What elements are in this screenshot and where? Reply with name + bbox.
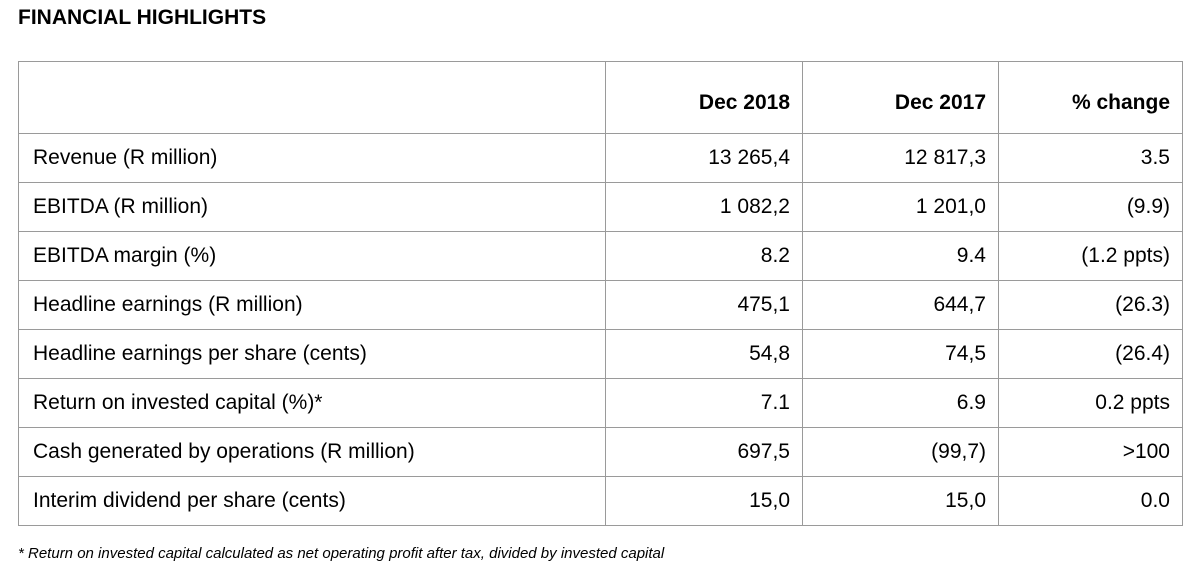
header-dec-2018: Dec 2018 xyxy=(605,61,803,134)
value-dec-2017: 6.9 xyxy=(802,378,999,428)
table-row: Return on invested capital (%)* 7.1 6.9 … xyxy=(18,378,1183,428)
value-change: (26.3) xyxy=(998,280,1183,330)
value-change: 0.2 ppts xyxy=(998,378,1183,428)
table-row: Headline earnings per share (cents) 54,8… xyxy=(18,329,1183,379)
row-label: Headline earnings per share (cents) xyxy=(18,329,606,379)
value-change: (1.2 ppts) xyxy=(998,231,1183,281)
table-header-row: Dec 2018 Dec 2017 % change xyxy=(18,61,1183,134)
value-change: >100 xyxy=(998,427,1183,477)
header-label-column xyxy=(18,61,606,134)
value-dec-2018: 54,8 xyxy=(605,329,803,379)
page-title: FINANCIAL HIGHLIGHTS xyxy=(18,6,267,29)
value-dec-2017: 1 201,0 xyxy=(802,182,999,232)
row-label: Headline earnings (R million) xyxy=(18,280,606,330)
table-row: EBITDA (R million) 1 082,2 1 201,0 (9.9) xyxy=(18,182,1183,232)
value-dec-2018: 13 265,4 xyxy=(605,133,803,183)
value-change: 3.5 xyxy=(998,133,1183,183)
financial-highlights-table: Dec 2018 Dec 2017 % change Revenue (R mi… xyxy=(18,61,1183,526)
value-dec-2017: 12 817,3 xyxy=(802,133,999,183)
value-dec-2017: (99,7) xyxy=(802,427,999,477)
value-dec-2018: 7.1 xyxy=(605,378,803,428)
value-dec-2018: 15,0 xyxy=(605,476,803,526)
table-row: Headline earnings (R million) 475,1 644,… xyxy=(18,280,1183,330)
value-dec-2017: 9.4 xyxy=(802,231,999,281)
value-change: (26.4) xyxy=(998,329,1183,379)
value-dec-2017: 15,0 xyxy=(802,476,999,526)
table-row: Cash generated by operations (R million)… xyxy=(18,427,1183,477)
row-label: Cash generated by operations (R million) xyxy=(18,427,606,477)
table-row: Interim dividend per share (cents) 15,0 … xyxy=(18,476,1183,526)
value-change: 0.0 xyxy=(998,476,1183,526)
value-change: (9.9) xyxy=(998,182,1183,232)
row-label: Return on invested capital (%)* xyxy=(18,378,606,428)
value-dec-2018: 697,5 xyxy=(605,427,803,477)
value-dec-2018: 1 082,2 xyxy=(605,182,803,232)
table-row: Revenue (R million) 13 265,4 12 817,3 3.… xyxy=(18,133,1183,183)
row-label: Interim dividend per share (cents) xyxy=(18,476,606,526)
table-row: EBITDA margin (%) 8.2 9.4 (1.2 ppts) xyxy=(18,231,1183,281)
header-percent-change: % change xyxy=(998,61,1183,134)
value-dec-2017: 644,7 xyxy=(802,280,999,330)
value-dec-2017: 74,5 xyxy=(802,329,999,379)
value-dec-2018: 475,1 xyxy=(605,280,803,330)
footnote: * Return on invested capital calculated … xyxy=(18,545,665,562)
row-label: Revenue (R million) xyxy=(18,133,606,183)
value-dec-2018: 8.2 xyxy=(605,231,803,281)
row-label: EBITDA (R million) xyxy=(18,182,606,232)
row-label: EBITDA margin (%) xyxy=(18,231,606,281)
header-dec-2017: Dec 2017 xyxy=(802,61,999,134)
